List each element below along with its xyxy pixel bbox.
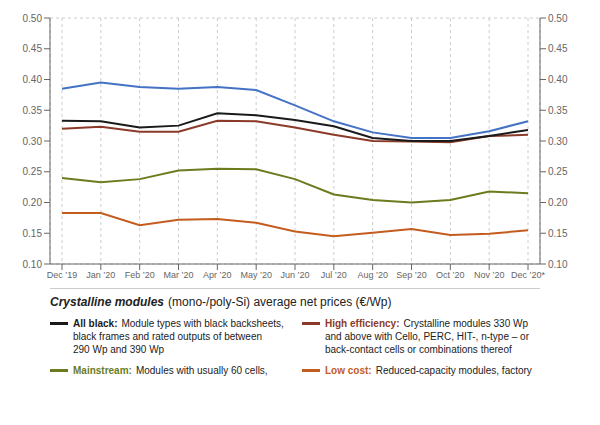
html-text:Mainstream: Modules with usual: Mainstream: Modules with usually 60 cell…	[73, 365, 268, 376]
svg-text:Jan ’20: Jan ’20	[86, 270, 115, 280]
svg-text:0.40: 0.40	[23, 74, 43, 85]
svg-text:0.15: 0.15	[23, 228, 43, 239]
svg-text:Feb ’20: Feb ’20	[125, 270, 155, 280]
html-text:High efficiency: Crystalline m: High efficiency: Crystalline modules 330…	[325, 318, 528, 329]
svg-text:0.25: 0.25	[548, 166, 568, 177]
svg-text:0.30: 0.30	[548, 136, 568, 147]
svg-text:0.40: 0.40	[548, 74, 568, 85]
svg-text:Dec ’19: Dec ’19	[47, 270, 78, 280]
svg-text:0.50: 0.50	[23, 13, 43, 24]
svg-text:Mar ’20: Mar ’20	[163, 270, 193, 280]
html-text:Low cost: Reduced-capacity mod: Low cost: Reduced-capacity modules, fact…	[325, 365, 532, 376]
svg-text:0.35: 0.35	[23, 105, 43, 116]
html-text:back-contact cells or combinat: back-contact cells or combinations there…	[325, 344, 512, 355]
svg-text:0.10: 0.10	[548, 259, 568, 270]
svg-text:0.20: 0.20	[548, 197, 568, 208]
svg-text:Jun ’20: Jun ’20	[280, 270, 309, 280]
svg-text:0.10: 0.10	[23, 259, 43, 270]
html-text:All black: Module types with b: All black: Module types with black backs…	[73, 318, 284, 329]
svg-text:0.15: 0.15	[548, 228, 568, 239]
svg-text:Dec ’20*: Dec ’20*	[511, 270, 546, 280]
svg-text:Jul ’20: Jul ’20	[321, 270, 347, 280]
svg-text:Nov ’20: Nov ’20	[474, 270, 505, 280]
svg-text:Oct ’20: Oct ’20	[436, 270, 465, 280]
svg-text:0.45: 0.45	[23, 43, 43, 54]
svg-text:0.50: 0.50	[548, 13, 568, 24]
svg-text:0.35: 0.35	[548, 105, 568, 116]
svg-text:0.20: 0.20	[23, 197, 43, 208]
svg-text:May ’20: May ’20	[240, 270, 272, 280]
svg-text:0.25: 0.25	[23, 166, 43, 177]
svg-text:Apr ’20: Apr ’20	[203, 270, 232, 280]
svg-text:0.30: 0.30	[23, 136, 43, 147]
html-text:and above with Cello, PERC, HI: and above with Cello, PERC, HIT-, n-type…	[325, 331, 529, 342]
svg-text:0.45: 0.45	[548, 43, 568, 54]
svg-text:Aug ’20: Aug ’20	[357, 270, 388, 280]
html-text:290 Wp and 390 Wp: 290 Wp and 390 Wp	[73, 344, 165, 355]
html-text:Crystalline modules (mono-/pol: Crystalline modules (mono-/poly-Si) aver…	[50, 295, 392, 309]
svg-text:Sep ’20: Sep ’20	[396, 270, 427, 280]
html-text:black frames and rated outputs: black frames and rated outputs of betwee…	[73, 331, 262, 342]
